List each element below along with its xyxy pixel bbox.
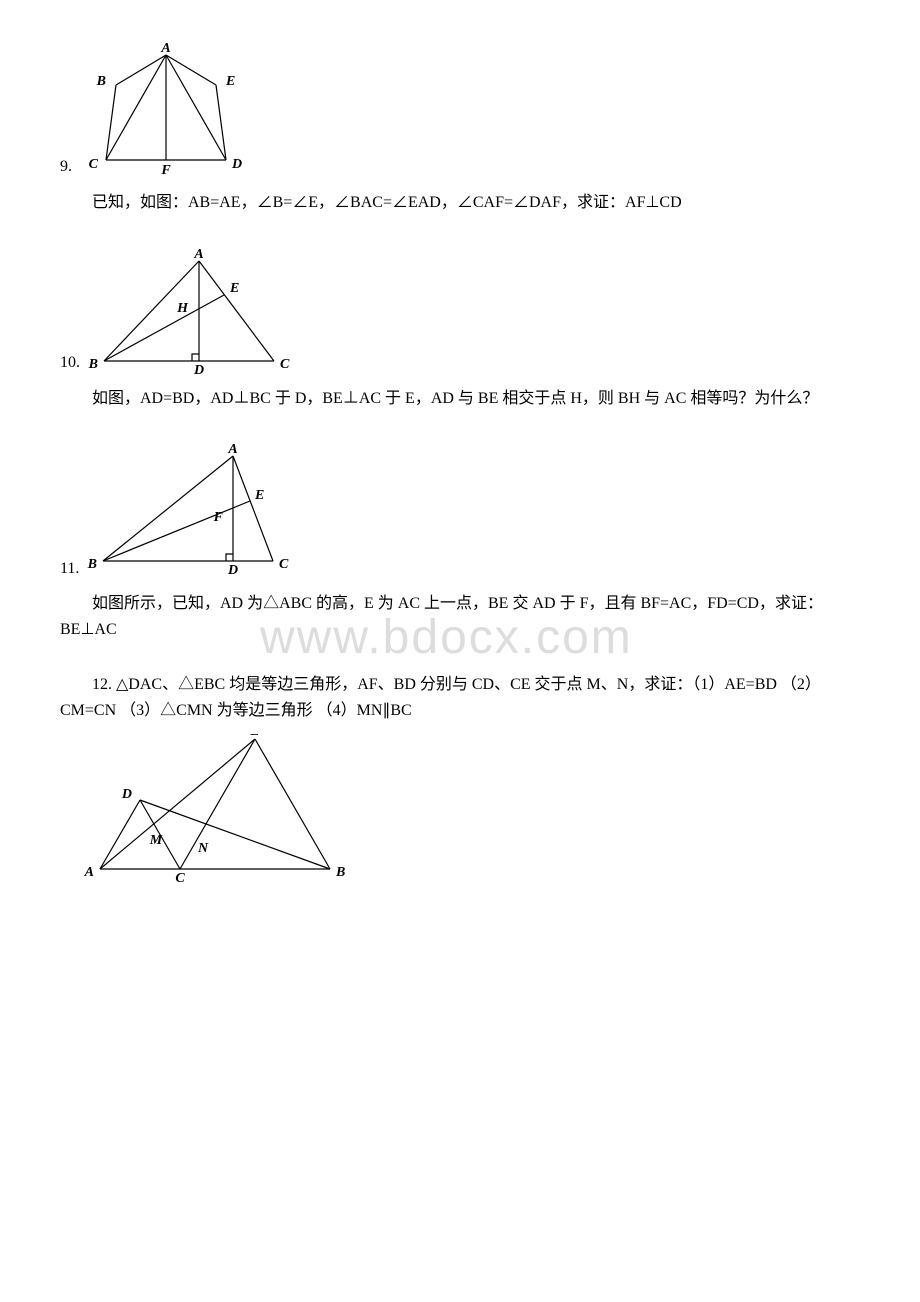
statement-10: 如图，AD=BD，AD⊥BC 于 D，BE⊥AC 于 E，AD 与 BE 相交于…	[60, 386, 860, 412]
label-C: C	[89, 157, 99, 172]
figure-row-11: 11. A B C D E F	[60, 441, 860, 581]
figure-9: A B E C D F	[76, 40, 256, 180]
label-C: C	[279, 557, 289, 572]
label-D: D	[121, 787, 132, 802]
label-E: E	[229, 281, 239, 296]
label-A: A	[193, 247, 203, 262]
problem-number-10: 10.	[60, 350, 80, 376]
figure-10: A B C D E H	[84, 246, 294, 376]
problem-number-9: 9.	[60, 154, 72, 180]
label-N: N	[197, 841, 209, 856]
label-C: C	[280, 357, 290, 372]
label-F: F	[213, 510, 224, 525]
label-H: H	[176, 301, 189, 316]
label-D: D	[227, 563, 238, 578]
label-B: B	[88, 357, 98, 372]
label-E: E	[254, 488, 264, 503]
figure-row-9: 9. A B E C D F	[60, 40, 860, 180]
problem-number-11: 11.	[60, 556, 79, 582]
label-A: A	[84, 865, 94, 880]
label-A: A	[228, 442, 238, 457]
statement-11: 如图所示，已知，AD 为△ABC 的高，E 为 AC 上一点，BE 交 AD 于…	[60, 591, 860, 642]
statement-12: 12. △DAC、△EBC 均是等边三角形，AF、BD 分别与 CD、CE 交于…	[60, 672, 860, 723]
label-E: E	[249, 734, 259, 739]
label-D: D	[193, 363, 204, 376]
figure-row-10: 10. A B C D E H	[60, 246, 860, 376]
label-F: F	[160, 163, 171, 178]
label-E: E	[225, 74, 235, 89]
label-B: B	[335, 865, 345, 880]
label-B: B	[87, 557, 97, 572]
label-B: B	[96, 74, 106, 89]
figure-12: E D A C B M N	[80, 734, 360, 884]
label-C: C	[175, 871, 185, 884]
problem-11: 11. A B C D E F 如图所示，已知，AD 为△ABC 的高，E 为 …	[60, 441, 860, 642]
label-M: M	[149, 833, 163, 848]
problem-12: 12. △DAC、△EBC 均是等边三角形，AF、BD 分别与 CD、CE 交于…	[60, 672, 860, 892]
figure-11: A B C D E F	[83, 441, 303, 581]
statement-9: 已知，如图：AB=AE，∠B=∠E，∠BAC=∠EAD，∠CAF=∠DAF，求证…	[60, 190, 860, 216]
label-D: D	[231, 157, 242, 172]
label-A: A	[160, 41, 170, 56]
problem-10: 10. A B C D E H 如图，AD=BD，AD⊥BC 于 D，BE⊥	[60, 246, 860, 412]
problem-9: 9. A B E C D F 已知，如图：AB=AE，∠B=∠E，∠BAC=∠E…	[60, 40, 860, 216]
